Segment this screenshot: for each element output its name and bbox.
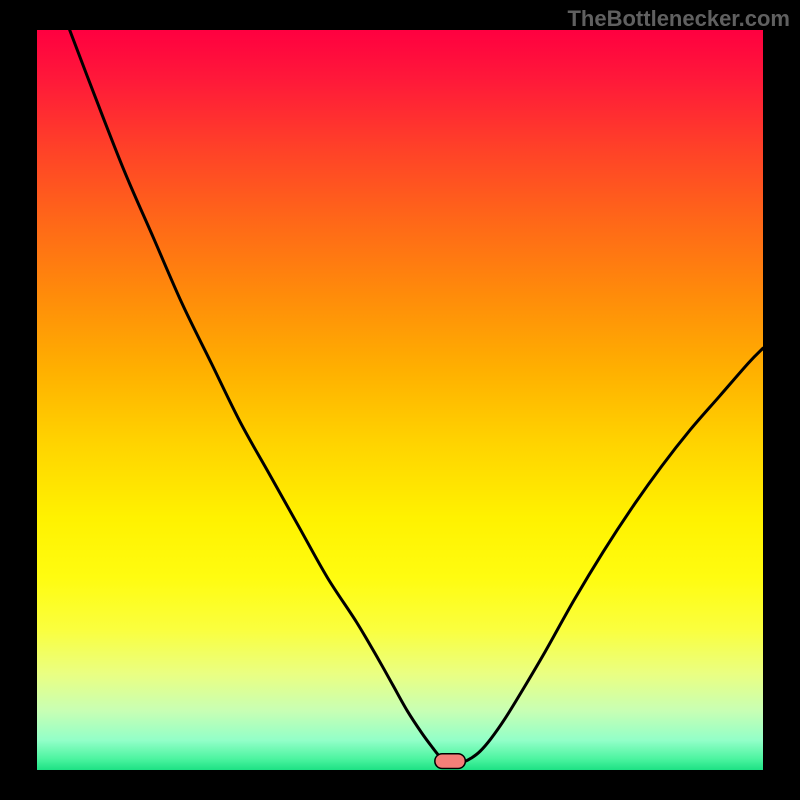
- plot-area: [37, 30, 763, 770]
- gradient-background: [37, 30, 763, 770]
- watermark-text: TheBottlenecker.com: [567, 6, 790, 32]
- plot-svg: [37, 30, 763, 770]
- chart-frame: TheBottlenecker.com: [0, 0, 800, 800]
- optimal-marker: [435, 754, 465, 769]
